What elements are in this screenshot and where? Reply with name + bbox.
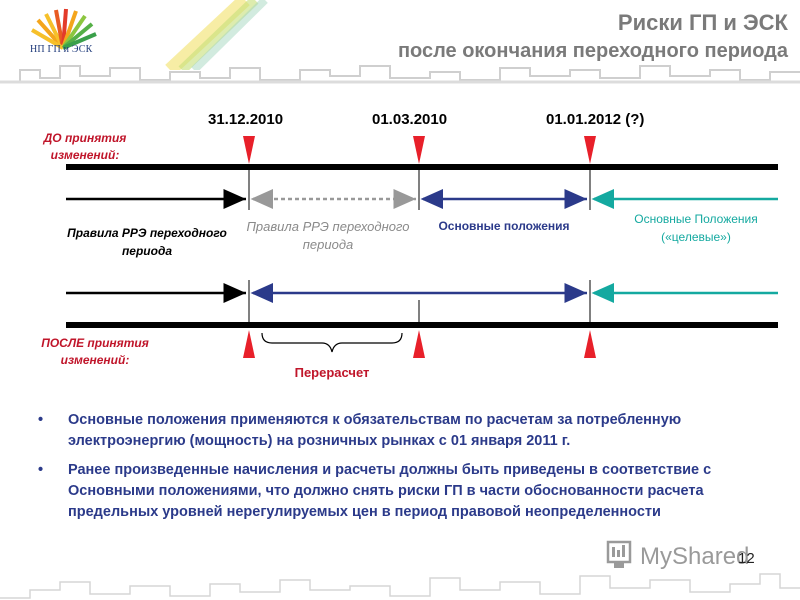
segment-label-rre-faded: Правила РРЭ переходного периода: [246, 219, 410, 252]
segment-label-main: Основные положения: [438, 219, 570, 233]
recalc-label: Перерасчет: [294, 365, 370, 380]
recalc-brace: [261, 332, 403, 353]
page-number: 12: [738, 550, 755, 567]
bullet-dot-icon: •: [38, 412, 44, 428]
marker-bottom-1: [243, 330, 255, 358]
before-label: ДО принятия изменений:: [43, 131, 127, 162]
bullet-item: • Ранее произведенные начисления и расче…: [38, 462, 712, 520]
rainbow-decoration: [165, 0, 268, 70]
page-subtitle: после окончания переходного периода: [397, 40, 788, 62]
date-label-2: 01.03.2010: [372, 111, 448, 128]
page-title: Риски ГП и ЭСК: [617, 10, 788, 35]
marker-top-2: [413, 136, 425, 164]
date-label-1: 31.12.2010: [208, 111, 284, 128]
bullet-list: • Основные положения применяются к обяза…: [38, 410, 788, 531]
watermark-logo: MyShared: [606, 540, 749, 570]
timeline-diagram: [66, 136, 778, 358]
skyline-decoration: [0, 65, 800, 84]
date-label-3: 01.01.2012 (?): [546, 111, 645, 128]
skyline-decoration-bottom: [0, 573, 800, 599]
logo-text: НП ГП и ЭСК: [30, 44, 93, 55]
marker-top-1: [243, 136, 255, 164]
marker-top-3: [584, 136, 596, 164]
logo-icon: [30, 8, 97, 50]
segment-label-target: Основные Положения («целевые»): [634, 212, 758, 244]
bullet-dot-icon: •: [38, 462, 44, 478]
marker-bottom-3: [584, 330, 596, 358]
marker-bottom-2: [413, 330, 425, 358]
bullet-item: • Основные положения применяются к обяза…: [38, 412, 682, 449]
segment-label-rre: Правила РРЭ переходного периода: [67, 226, 227, 258]
svg-text:MyShared: MyShared: [640, 543, 749, 570]
after-label: ПОСЛЕ принятия изменений:: [41, 336, 149, 367]
